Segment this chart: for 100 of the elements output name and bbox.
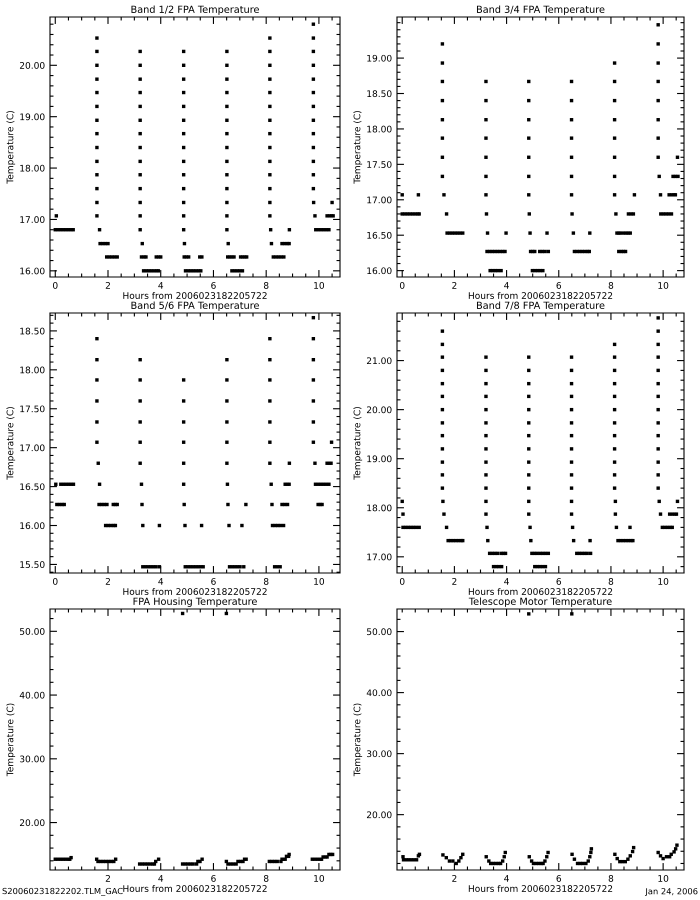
point <box>543 859 547 863</box>
point <box>570 526 574 530</box>
point <box>182 104 186 108</box>
point <box>541 268 545 272</box>
point <box>95 420 99 424</box>
point <box>545 855 548 858</box>
point <box>268 50 272 54</box>
point <box>588 552 592 556</box>
x-axis-title: Hours from 2006023182205722 <box>123 588 267 595</box>
point <box>656 473 660 477</box>
x-tick-label: 0 <box>52 282 58 289</box>
point <box>612 136 616 140</box>
point <box>225 420 229 424</box>
y-tick-label: 18.50 <box>20 328 45 334</box>
point <box>312 132 316 136</box>
point <box>182 502 186 506</box>
point <box>312 440 316 444</box>
point <box>484 174 488 178</box>
point <box>138 173 142 176</box>
point <box>626 538 630 542</box>
y-tick-label: 17.50 <box>20 405 45 412</box>
point <box>440 421 444 425</box>
point <box>159 255 162 259</box>
point <box>196 565 200 568</box>
point <box>485 526 489 530</box>
point <box>225 118 229 122</box>
x-tick-label: 8 <box>264 282 268 289</box>
point <box>268 336 272 340</box>
x-tick-label: 6 <box>556 875 562 882</box>
point <box>440 382 444 386</box>
point <box>182 173 186 176</box>
point <box>412 526 416 530</box>
point <box>268 462 272 465</box>
point <box>612 98 616 102</box>
y-axis-title: Temperature (C) <box>6 111 16 184</box>
point <box>440 434 444 438</box>
point <box>527 98 530 102</box>
point <box>440 447 444 451</box>
point <box>56 858 60 861</box>
x-tick-label: 4 <box>158 875 164 882</box>
point <box>268 420 272 424</box>
point <box>440 355 444 359</box>
point <box>268 378 272 382</box>
point <box>656 850 660 854</box>
point <box>656 156 660 159</box>
point <box>527 136 530 140</box>
point <box>182 242 186 246</box>
point <box>570 382 574 386</box>
point <box>442 512 446 516</box>
point <box>441 500 445 504</box>
point <box>138 104 142 108</box>
point <box>656 80 660 84</box>
x-tick-label: 10 <box>658 282 668 289</box>
x-tick-label: 0 <box>52 578 58 585</box>
point <box>612 118 616 122</box>
y-axis-title: Temperature (C) <box>6 704 16 776</box>
point <box>330 440 334 444</box>
x-tick-label: 2 <box>106 875 110 882</box>
point <box>614 512 618 516</box>
y-tick-label: 50.00 <box>366 628 392 636</box>
point <box>529 538 533 542</box>
point <box>484 394 488 398</box>
point <box>141 524 144 528</box>
point <box>400 193 404 197</box>
point <box>138 420 142 424</box>
point <box>527 368 530 372</box>
point <box>656 447 660 451</box>
point <box>225 90 229 94</box>
point <box>95 214 99 218</box>
point <box>440 408 444 412</box>
point <box>269 482 273 486</box>
point <box>138 118 142 122</box>
point <box>656 342 660 346</box>
point <box>278 565 282 568</box>
point <box>225 104 229 108</box>
point <box>527 612 530 616</box>
point <box>225 440 229 444</box>
y-tick-label: 40.00 <box>366 689 392 696</box>
point <box>268 77 272 81</box>
point <box>140 242 144 246</box>
point <box>570 852 574 856</box>
point <box>240 524 244 528</box>
point <box>138 399 142 403</box>
point <box>586 859 590 863</box>
point <box>630 850 634 854</box>
point <box>499 268 503 272</box>
y-tick-label: 19.00 <box>20 113 45 120</box>
point <box>656 98 660 102</box>
point <box>612 174 616 178</box>
x-tick-label: 10 <box>314 282 324 289</box>
point <box>95 77 99 81</box>
y-tick-label: 17.00 <box>20 216 45 224</box>
y-tick-label: 20.00 <box>20 819 45 826</box>
point <box>191 862 195 866</box>
point <box>484 156 488 159</box>
x-tick-label: 8 <box>264 875 268 882</box>
point <box>288 228 292 232</box>
point <box>588 231 592 235</box>
point <box>658 500 661 504</box>
chart-title: FPA Housing Temperature <box>134 597 257 607</box>
